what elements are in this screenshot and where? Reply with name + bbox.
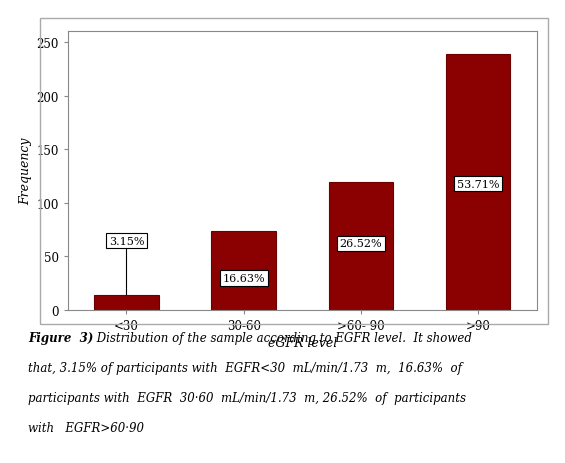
Text: 53.71%: 53.71% — [457, 179, 499, 189]
Bar — [94, 295, 159, 310]
Bar — [211, 231, 276, 310]
Text: that, 3.15% of participants with  EGFR<30  mL/min/1.73  m,  16.63%  of: that, 3.15% of participants with EGFR<30… — [28, 361, 462, 374]
Text: 3.15%: 3.15% — [108, 236, 144, 246]
Text: 26.52%: 26.52% — [340, 239, 382, 249]
Text: Figure  3): Figure 3) — [28, 331, 93, 344]
Bar — [446, 55, 510, 310]
Text: Distribution of the sample according to EGFR level.  It showed: Distribution of the sample according to … — [93, 331, 472, 344]
Bar — [329, 183, 393, 310]
Y-axis label: Frequency: Frequency — [19, 138, 32, 205]
X-axis label: eGFR level: eGFR level — [268, 336, 337, 349]
Text: 16.63%: 16.63% — [223, 273, 265, 283]
Text: participants with  EGFR  30·60  mL/min/1.73  m, 26.52%  of  participants: participants with EGFR 30·60 mL/min/1.73… — [28, 391, 466, 404]
Text: with   EGFR>60·90: with EGFR>60·90 — [28, 421, 144, 434]
